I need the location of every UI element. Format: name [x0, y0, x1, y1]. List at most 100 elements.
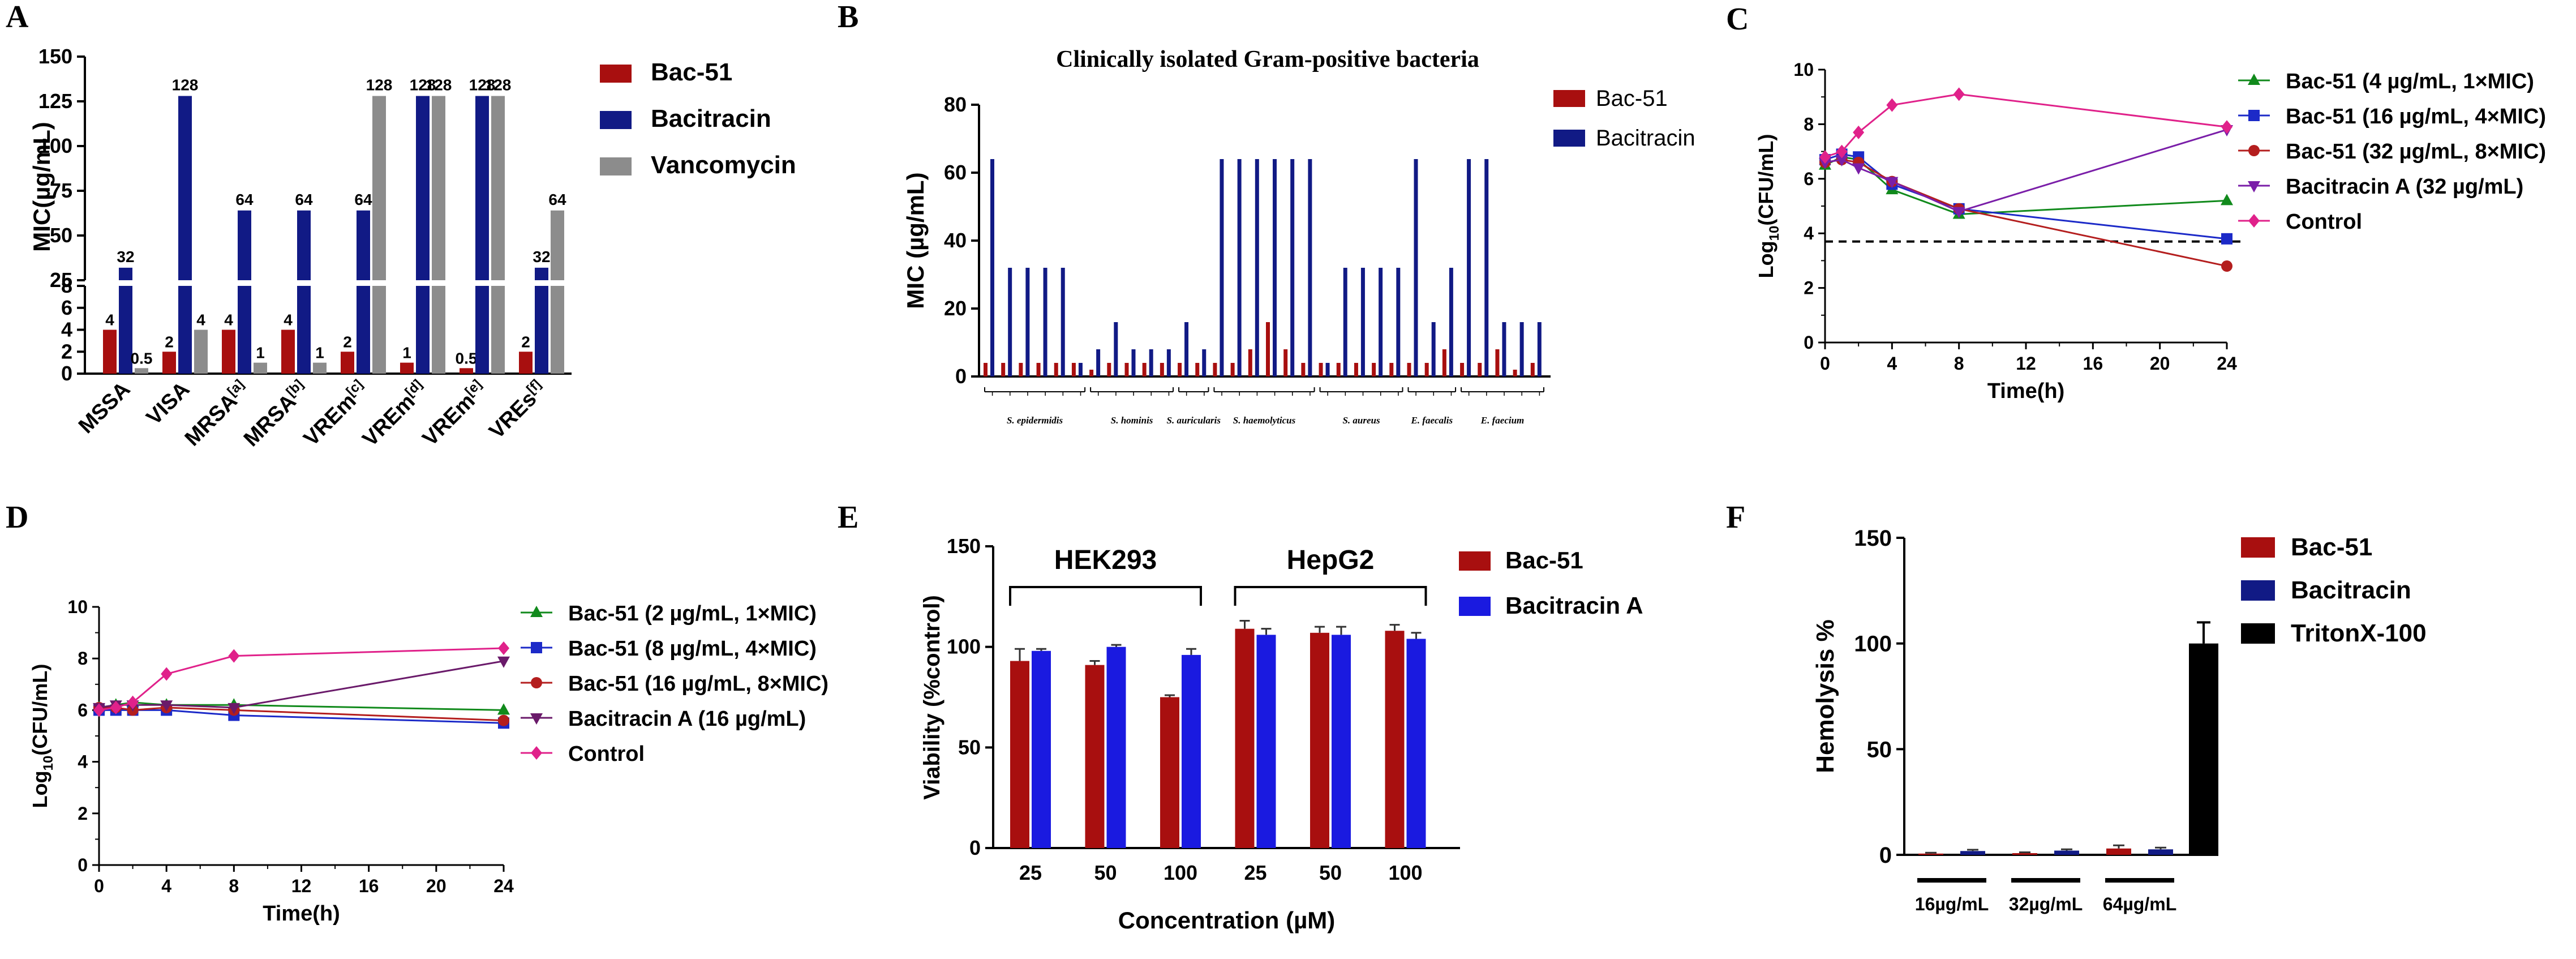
panel-b-bar-bac-51 — [1230, 363, 1235, 376]
panel-a-bar-bacitracin — [535, 286, 548, 374]
panel-e-xlabel: Concentration (µM) — [1118, 907, 1336, 934]
panel-c-series-line — [1824, 159, 2227, 267]
panel-d-legend-label: Bac-51 (2 µg/mL, 1×MIC) — [568, 602, 817, 626]
panel-c-legend-marker — [2248, 145, 2260, 156]
panel-b-bar-bacitracin — [1431, 322, 1436, 376]
panel-c-point — [1835, 155, 1848, 167]
panel-e-legend-swatch — [1459, 551, 1491, 571]
panel-e-bar-bacitracin-a — [1182, 654, 1201, 848]
panel-a-data-label: 64 — [354, 191, 372, 208]
panel-e-ytick-label: 100 — [947, 635, 981, 658]
panel-b-bar-bacitracin — [1149, 349, 1153, 376]
panel-a-bar-vancomycin — [135, 368, 148, 374]
panel-d-legend-label: Control — [568, 742, 645, 766]
panel-d-legend-marker — [531, 746, 542, 760]
panel-a-bar-bacitracin — [297, 286, 311, 374]
panel-d-point — [93, 703, 105, 717]
panel-a-ytick-label: 100 — [38, 134, 72, 157]
panel-b-bar-bacitracin — [1449, 268, 1453, 376]
panel-a-data-label: 2 — [521, 333, 530, 350]
panel-a-data-label: 2 — [343, 333, 352, 350]
panel-a-bar-bac-51 — [103, 329, 117, 374]
panel-f-bar-bac-51 — [1918, 853, 1943, 855]
panel-e-bar-bac-51 — [1310, 632, 1329, 848]
panel-e-bar-bac-51 — [1235, 628, 1255, 848]
panel-a-bar-bacitracin — [416, 96, 430, 280]
panel-a-bar-bac-51 — [460, 368, 473, 374]
panel-c-xtick-label: 8 — [1954, 353, 1964, 374]
panel-b-bar-bac-51 — [1001, 363, 1006, 376]
panel-b-bar-bacitracin — [1220, 159, 1224, 376]
panel-f-letter: F — [1726, 500, 1745, 535]
panel-c-xtick-label: 4 — [1887, 353, 1897, 374]
panel-f-concentration-label: 32µg/mL — [2009, 894, 2083, 914]
panel-b-legend-swatch — [1553, 90, 1585, 107]
panel-e-xtick-label: 100 — [1164, 861, 1197, 884]
panel-b-group-label: S. haemolyticus — [1233, 415, 1296, 426]
panel-e-bar-bac-51 — [1085, 665, 1105, 848]
panel-d-legend-label: Bac-51 (8 µg/mL, 4×MIC) — [568, 637, 817, 661]
panel-c-point — [1953, 87, 1965, 101]
panel-b-bar-bac-51 — [1460, 363, 1465, 376]
panel-c-point — [1853, 125, 1865, 139]
panel-a-data-label: 1 — [402, 344, 411, 362]
panel-a-bar-bac-51 — [341, 352, 354, 374]
panel-b-bar-bacitracin — [1061, 268, 1065, 376]
panel-b-title: Clinically isolated Gram-positive bacter… — [1056, 46, 1479, 72]
panel-e-legend-swatch — [1459, 597, 1491, 616]
panel-e-bar-bacitracin-a — [1106, 647, 1126, 848]
panel-f-legend-swatch — [2241, 580, 2275, 601]
panel-b-bar-bacitracin — [1519, 322, 1524, 376]
panel-a-bar-bac-51 — [162, 352, 176, 374]
panel-a-data-label: 4 — [284, 311, 293, 329]
panel-a-data-label: 32 — [117, 248, 134, 266]
panel-a-legend-label: Bac-51 — [651, 58, 732, 86]
panel-e-ytick-label: 0 — [969, 836, 981, 859]
panel-a-bar-vancomycin — [432, 286, 445, 374]
panel-c-legend-label: Bac-51 (4 µg/mL, 1×MIC) — [2286, 70, 2534, 93]
panel-f-legend-swatch — [2241, 537, 2275, 558]
panel-f-bar-tritonx-100 — [2189, 643, 2218, 855]
panel-a-data-label: 128 — [426, 76, 452, 94]
panel-b-group-label: S. hominis — [1111, 415, 1153, 426]
panel-b-bar-bacitracin — [1131, 349, 1136, 376]
panel-d-series-line — [98, 701, 504, 711]
panel-c-point — [1886, 98, 1898, 112]
panel-a-ytick-label: 125 — [38, 89, 72, 113]
panel-b-bar-bacitracin — [1467, 159, 1471, 376]
panel-e-bar-bacitracin-a — [1256, 635, 1276, 848]
panel-b-legend-label: Bac-51 — [1596, 86, 1668, 111]
panel-c-series-line — [1824, 153, 2227, 240]
panel-a-bar-bacitracin — [357, 210, 370, 280]
panel-b-bar-bacitracin — [990, 159, 994, 376]
panel-a-data-label: 128 — [172, 76, 199, 94]
panel-b-bar-bacitracin — [1078, 363, 1083, 376]
panel-a-legend-swatch — [600, 111, 632, 129]
panel-c-xtick-label: 0 — [1820, 353, 1830, 374]
panel-a-data-label: 64 — [235, 191, 254, 208]
panel-a-ytick-label: 0 — [61, 362, 72, 385]
panel-a-bar-vancomycin — [551, 210, 564, 280]
panel-d-ytick-label: 8 — [78, 648, 88, 669]
panel-d-legend-marker — [531, 677, 542, 688]
panel-d-legend-marker — [531, 642, 542, 653]
panel-b-ytick-label: 20 — [944, 297, 967, 320]
panel-b-bar-bac-51 — [1478, 363, 1482, 376]
panel-c-legend-label: Bac-51 (32 µg/mL, 8×MIC) — [2286, 140, 2546, 164]
panel-c-legend-label: Control — [2286, 210, 2362, 234]
panel-b-ytick-label: 40 — [944, 229, 967, 252]
panel-a-legend-label: Bacitracin — [651, 105, 771, 132]
panel-c-ytick-label: 0 — [1804, 332, 1814, 353]
panel-c-ytick-label: 2 — [1804, 278, 1814, 298]
panel-c-legend-marker — [2248, 74, 2260, 85]
panel-a-legend-swatch — [600, 65, 632, 83]
panel-f-legend-swatch — [2241, 623, 2275, 644]
panel-c-ytick-label: 4 — [1804, 223, 1814, 243]
panel-e-bracket — [1009, 586, 1202, 606]
panel-a-category-label: VREm[d] — [357, 376, 432, 451]
panel-e-bar-bac-51 — [1010, 661, 1029, 848]
panel-b-bar-bac-51 — [1142, 363, 1147, 376]
panel-a-bar-bacitracin — [119, 267, 132, 280]
panel-c-point — [2221, 120, 2232, 134]
